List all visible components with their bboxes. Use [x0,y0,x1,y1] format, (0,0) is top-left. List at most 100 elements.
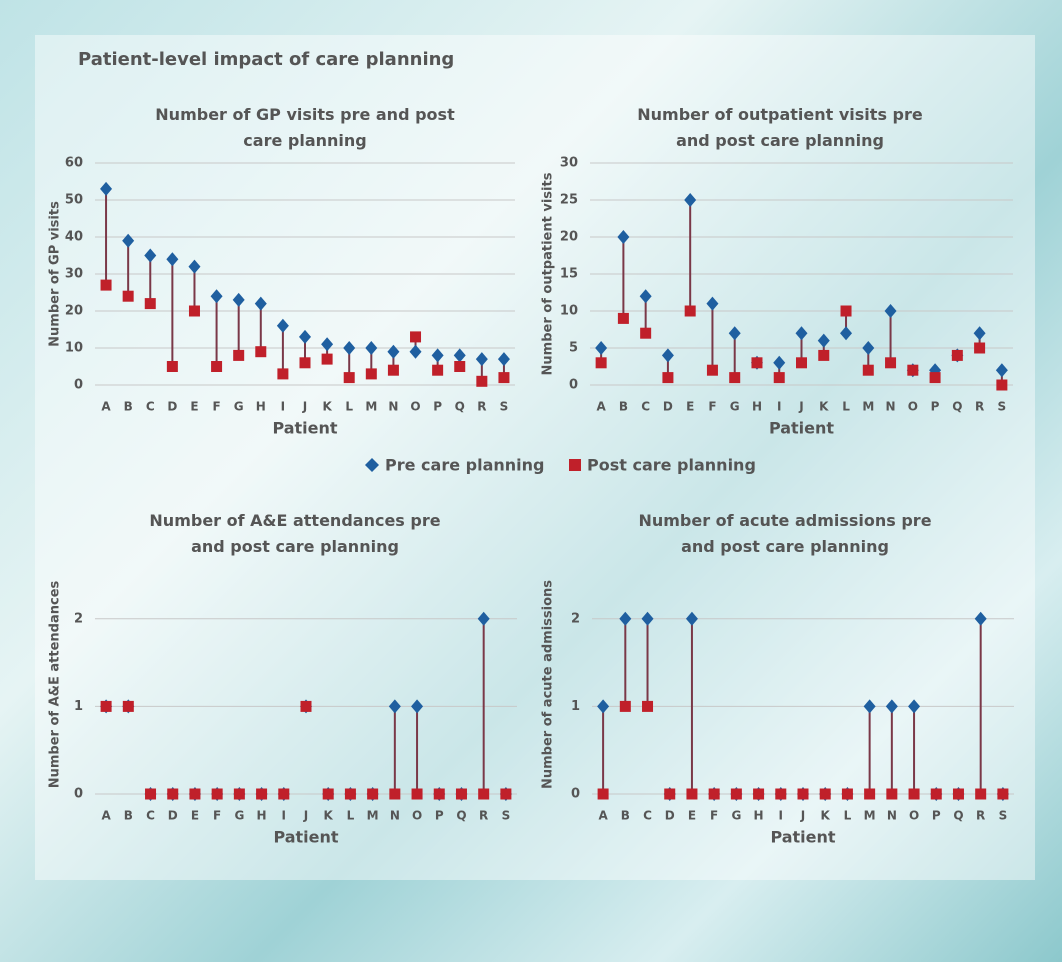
y-tick-label: 2 [74,611,83,626]
x-tick-label: O [909,809,919,823]
x-tick-label: A [596,400,606,414]
x-tick-label: O [908,400,918,414]
x-tick-label: O [412,809,422,823]
x-tick-label: N [886,400,896,414]
post-marker [367,788,379,800]
pre-marker [795,326,808,341]
pre-marker [299,329,311,344]
x-tick-label: D [168,809,178,823]
x-tick-label: K [821,809,831,823]
pre-marker [908,699,921,714]
pre-marker [497,352,510,367]
x-tick-label: B [124,809,133,823]
x-tick-label: L [842,400,850,414]
post-marker [299,357,311,369]
x-tick-label: F [708,400,716,414]
pre-marker [862,341,875,355]
x-tick-label: O [410,400,420,414]
pre-marker [773,355,786,370]
pre-marker [840,326,853,341]
x-tick-label: H [752,400,762,414]
post-marker [300,700,312,712]
x-tick-label: P [932,809,941,823]
y-tick-label: 20 [65,304,83,319]
legend-label: Post care planning [587,456,756,475]
post-marker [730,788,742,800]
pre-marker [122,233,135,248]
x-tick-label: M [864,809,876,823]
y-tick-label: 40 [65,230,83,245]
x-tick-label: J [302,400,307,414]
x-tick-label: G [234,809,244,823]
x-tick-label: I [779,809,783,823]
post-marker [365,368,377,380]
post-marker [930,788,942,800]
x-tick-label: S [502,809,511,823]
x-tick-label: C [146,400,155,414]
x-tick-label: J [798,400,803,414]
pre-marker [817,333,830,348]
post-marker [617,312,629,324]
y-tick-label: 1 [571,699,580,714]
x-tick-label: F [710,809,718,823]
pre-marker [595,341,608,355]
pre-marker [684,193,697,207]
y-tick-label: 20 [560,230,578,245]
post-marker [753,788,765,800]
y-tick-label: 25 [560,193,578,208]
x-tick-label: P [435,809,444,823]
pre-marker [188,259,201,274]
post-marker [662,372,674,384]
post-marker [597,788,609,800]
x-tick-label: K [324,809,334,823]
post-marker [144,298,156,310]
y-tick-label: 1 [74,699,83,714]
x-tick-label: D [665,809,675,823]
pre-marker [639,289,652,304]
post-marker [433,788,445,800]
post-marker [211,361,223,372]
post-marker [642,700,654,712]
post-marker [343,372,355,384]
pre-marker [685,611,698,626]
pre-marker [411,699,424,714]
post-marker [819,788,831,800]
legend-marker [569,459,581,471]
post-marker [122,290,134,302]
post-marker [100,279,112,291]
post-marker [684,305,696,317]
post-marker [886,788,898,800]
post-marker [188,305,200,317]
post-marker [664,788,676,800]
x-tick-label: J [303,809,308,823]
y-axis-label: Number of acute admissions [541,580,556,789]
post-marker [996,379,1008,391]
post-marker [389,788,401,800]
post-marker [100,700,112,712]
post-marker [974,342,986,354]
y-tick-label: 15 [560,267,578,282]
x-tick-label: I [282,809,286,823]
chart-title: Number of outpatient visits pre and post… [637,105,923,150]
x-tick-label: E [190,400,198,414]
x-tick-label: B [619,400,628,414]
x-tick-label: I [281,400,285,414]
post-marker [619,700,631,712]
x-tick-label: K [322,400,332,414]
pre-marker [343,341,356,355]
x-tick-label: Q [953,809,963,823]
x-tick-label: S [500,400,509,414]
post-marker [321,353,333,365]
y-tick-label: 10 [65,341,83,356]
x-tick-label: Q [456,809,466,823]
x-tick-label: A [101,809,111,823]
x-axis-label: Patient [273,828,338,847]
pre-marker [974,611,987,626]
post-marker [411,788,423,800]
y-tick-label: 0 [571,787,580,802]
x-tick-label: R [976,809,985,823]
post-marker [797,788,809,800]
pre-marker [453,348,466,363]
